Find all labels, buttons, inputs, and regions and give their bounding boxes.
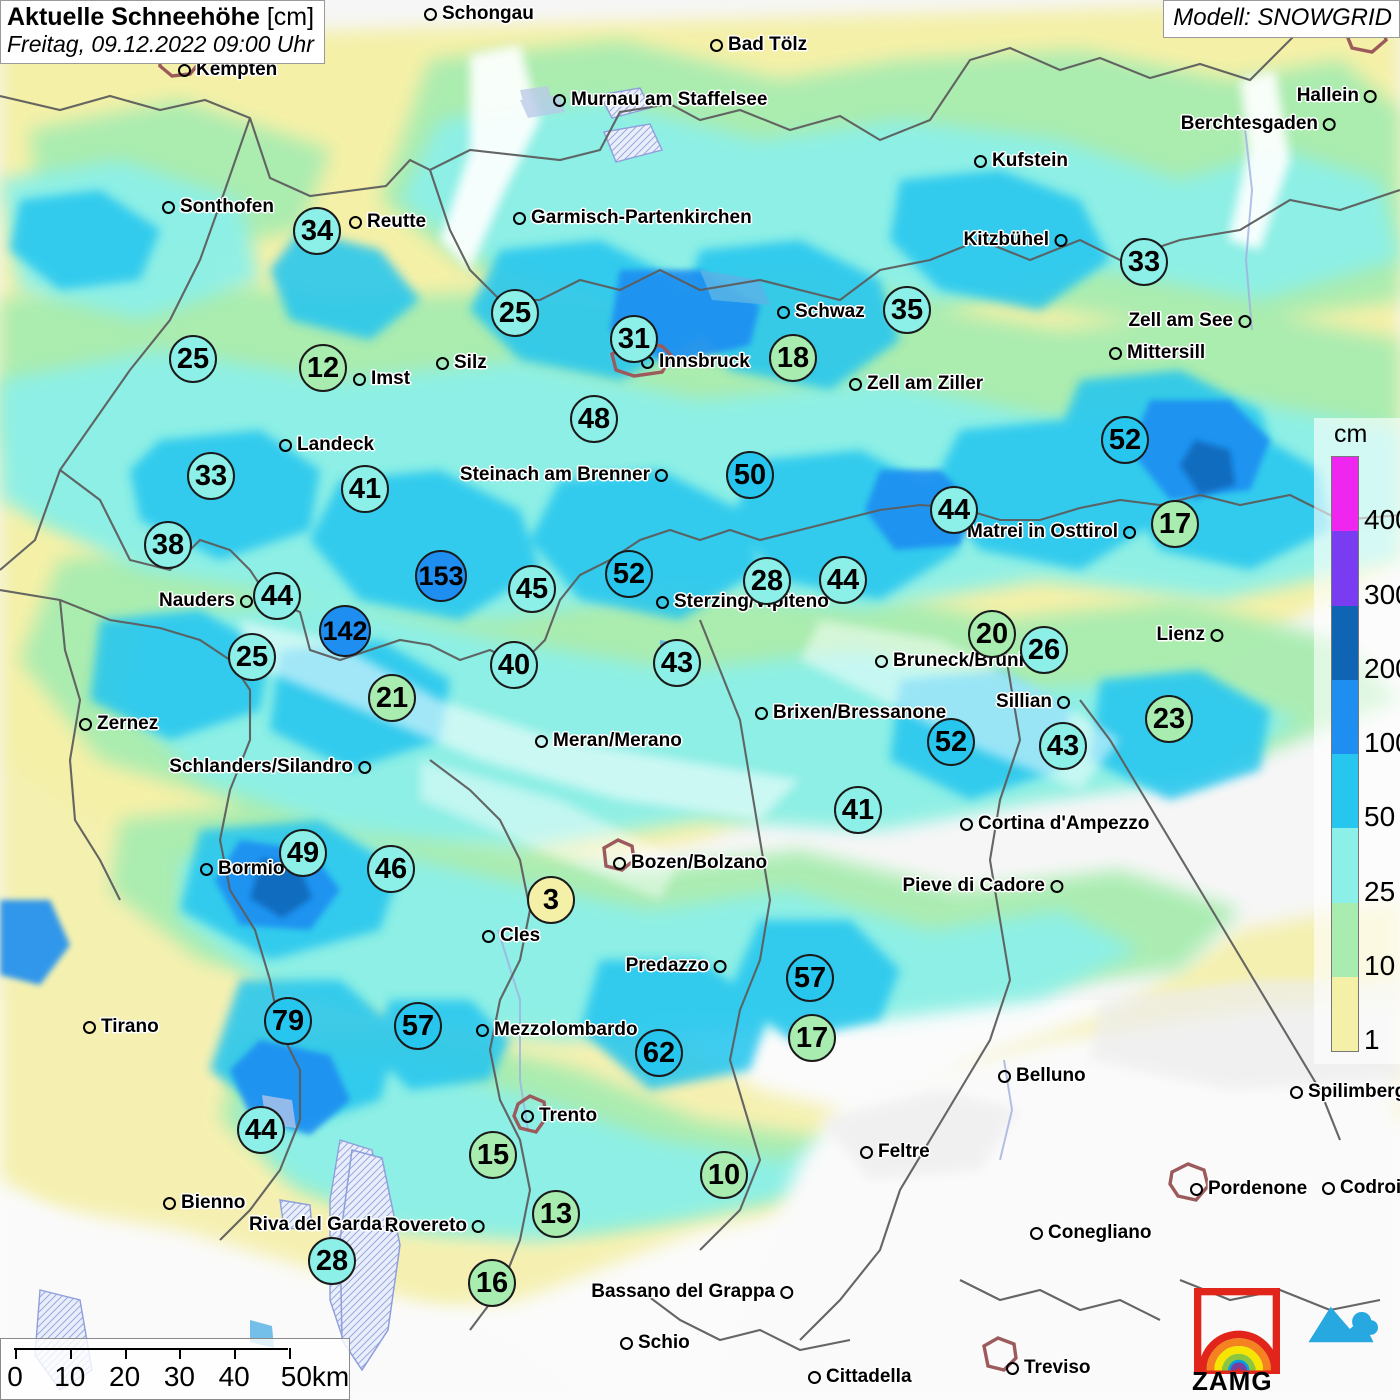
legend-band-400+ bbox=[1332, 457, 1358, 532]
station-value-marker[interactable]: 44 bbox=[237, 1106, 285, 1154]
legend-band-200-300 bbox=[1332, 605, 1358, 680]
station-value-marker[interactable]: 57 bbox=[394, 1002, 442, 1050]
scale-bar: 0 10 20 30 40 50km bbox=[0, 1338, 350, 1400]
station-value-marker[interactable]: 25 bbox=[491, 289, 539, 337]
scale-label-0: 0 bbox=[7, 1361, 23, 1392]
legend-band-1-10 bbox=[1332, 976, 1358, 1051]
legend-band-100-200 bbox=[1332, 679, 1358, 754]
scale-tick-0 bbox=[15, 1348, 17, 1359]
station-value-marker[interactable]: 23 bbox=[1145, 695, 1193, 743]
station-value-marker[interactable]: 57 bbox=[786, 954, 834, 1002]
station-value-marker[interactable]: 10 bbox=[700, 1151, 748, 1199]
station-value-marker[interactable]: 44 bbox=[930, 486, 978, 534]
station-value-marker[interactable]: 41 bbox=[341, 465, 389, 513]
station-value-marker[interactable]: 46 bbox=[367, 845, 415, 893]
scale-tick-2 bbox=[124, 1348, 127, 1359]
legend-tick-1: 1 bbox=[1364, 1024, 1380, 1055]
page-title: Aktuelle Schneehöhe [cm] bbox=[7, 4, 314, 30]
station-value-marker[interactable]: 52 bbox=[605, 550, 653, 598]
station-value-marker[interactable]: 12 bbox=[299, 344, 347, 392]
scale-label-50km: 50km bbox=[280, 1361, 350, 1392]
color-legend: cm 400 300 200 100 50 25 10 1 bbox=[1314, 418, 1400, 1064]
station-value-marker[interactable]: 43 bbox=[1039, 722, 1087, 770]
station-value-marker[interactable]: 34 bbox=[293, 207, 341, 255]
title-timestamp: Freitag, 09.12.2022 09:00 Uhr bbox=[7, 31, 314, 58]
legend-band-50-100 bbox=[1332, 754, 1358, 829]
title-unit: [cm] bbox=[266, 3, 315, 31]
legend-tick-300: 300 bbox=[1364, 578, 1400, 610]
scale-label-30: 30 bbox=[163, 1361, 195, 1392]
legend-unit-label: cm bbox=[1334, 420, 1368, 448]
station-value-marker[interactable]: 25 bbox=[228, 633, 276, 681]
station-value-marker[interactable]: 25 bbox=[169, 335, 217, 383]
scale-bar-line bbox=[14, 1348, 288, 1350]
station-value-marker[interactable]: 40 bbox=[490, 641, 538, 689]
map-title-box: Aktuelle Schneehöhe [cm] Freitag, 09.12.… bbox=[0, 0, 326, 64]
station-value-marker[interactable]: 45 bbox=[508, 565, 556, 613]
station-value-marker[interactable]: 48 bbox=[570, 395, 618, 443]
legend-tick-10: 10 bbox=[1364, 949, 1396, 981]
station-value-marker[interactable]: 16 bbox=[468, 1259, 516, 1307]
station-value-marker[interactable]: 20 bbox=[968, 610, 1016, 658]
station-value-marker[interactable]: 18 bbox=[769, 334, 817, 382]
station-value-marker[interactable]: 50 bbox=[726, 451, 774, 499]
station-value-marker[interactable]: 26 bbox=[1020, 626, 1068, 674]
scale-label-40: 40 bbox=[218, 1361, 250, 1392]
station-value-marker[interactable]: 142 bbox=[319, 605, 371, 657]
station-value-marker[interactable]: 43 bbox=[653, 639, 701, 687]
station-value-marker[interactable]: 28 bbox=[308, 1237, 356, 1285]
zamg-logo-icon bbox=[1194, 1288, 1280, 1374]
station-value-marker[interactable]: 62 bbox=[635, 1029, 683, 1077]
station-value-marker[interactable]: 33 bbox=[187, 452, 235, 500]
station-value-marker[interactable]: 21 bbox=[368, 674, 416, 722]
model-label: Modell: SNOWGRID bbox=[1163, 0, 1400, 38]
scale-tick-5 bbox=[289, 1348, 291, 1359]
station-value-marker[interactable]: 28 bbox=[743, 557, 791, 605]
legend-band-300-400 bbox=[1332, 531, 1358, 606]
scale-label-10: 10 bbox=[54, 1361, 86, 1392]
station-value-marker[interactable]: 17 bbox=[788, 1014, 836, 1062]
station-value-marker[interactable]: 44 bbox=[819, 556, 867, 604]
station-value-marker[interactable]: 33 bbox=[1120, 238, 1168, 286]
station-value-marker[interactable]: 15 bbox=[469, 1131, 517, 1179]
station-value-marker[interactable]: 38 bbox=[144, 521, 192, 569]
station-value-marker[interactable]: 13 bbox=[532, 1190, 580, 1238]
legend-tick-25: 25 bbox=[1364, 875, 1396, 907]
mountain-cloud-icon bbox=[1308, 1306, 1378, 1343]
scale-tick-4 bbox=[234, 1348, 237, 1359]
legend-band-10-25 bbox=[1332, 902, 1358, 977]
station-value-marker[interactable]: 79 bbox=[264, 997, 312, 1045]
scale-label-20: 20 bbox=[109, 1361, 141, 1392]
station-value-marker[interactable]: 17 bbox=[1151, 500, 1199, 548]
station-value-marker[interactable]: 52 bbox=[927, 718, 975, 766]
title-text: Aktuelle Schneehöhe bbox=[7, 3, 260, 31]
station-value-marker[interactable]: 41 bbox=[834, 786, 882, 834]
station-value-marker[interactable]: 3 bbox=[527, 876, 575, 924]
station-value-marker[interactable]: 35 bbox=[883, 286, 931, 334]
legend-colorbar bbox=[1331, 456, 1359, 1052]
station-value-marker[interactable]: 31 bbox=[610, 315, 658, 363]
station-value-marker[interactable]: 153 bbox=[415, 550, 467, 602]
legend-tick-400: 400 bbox=[1364, 504, 1400, 536]
legend-tick-50: 50 bbox=[1364, 801, 1396, 833]
station-value-marker[interactable]: 44 bbox=[253, 572, 301, 620]
station-value-marker[interactable]: 52 bbox=[1101, 416, 1149, 464]
station-value-marker[interactable]: 49 bbox=[279, 829, 327, 877]
legend-band-25-50 bbox=[1332, 828, 1358, 903]
scale-tick-3 bbox=[179, 1348, 182, 1359]
scale-tick-1 bbox=[69, 1348, 72, 1359]
legend-tick-200: 200 bbox=[1364, 652, 1400, 684]
legend-tick-100: 100 bbox=[1364, 727, 1400, 758]
zamg-logo-text: ZAMG bbox=[1192, 1366, 1273, 1396]
